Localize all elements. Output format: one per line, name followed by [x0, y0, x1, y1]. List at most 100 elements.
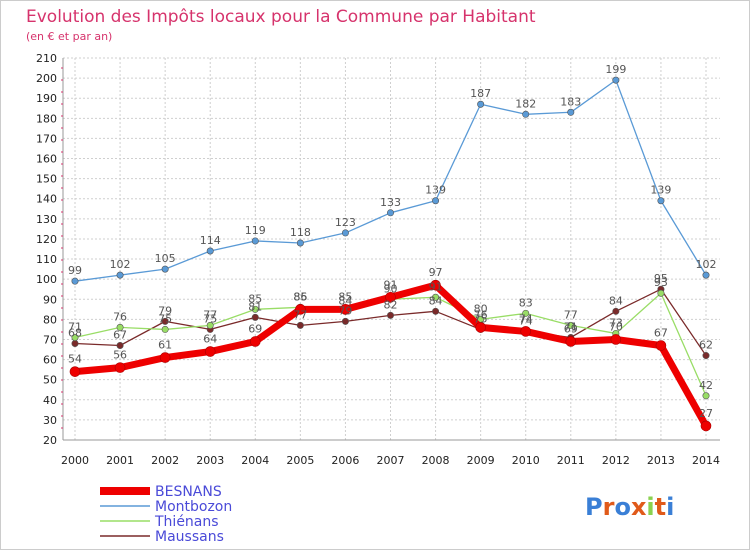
proxiti-logo: Proxiti — [585, 493, 674, 521]
data-point-maussans — [116, 342, 124, 350]
data-point-thi-nans — [116, 323, 124, 331]
data-point-thi-nans — [702, 392, 710, 400]
data-label-thi-nans: 93 — [654, 276, 668, 289]
data-label-maussans: 75 — [203, 312, 217, 325]
y-tick-label: 200 — [36, 72, 57, 85]
data-point-montbozon — [206, 247, 214, 255]
data-label-besnans: 27 — [699, 407, 713, 420]
logo-letter: i — [646, 493, 654, 521]
chart-subtitle: (en € et par an) — [26, 30, 112, 43]
data-point-besnans — [69, 366, 81, 377]
x-tick-label: 2000 — [61, 454, 89, 467]
data-label-maussans: 81 — [248, 300, 262, 313]
legend-label-maussans: Maussans — [155, 529, 224, 545]
data-point-montbozon — [702, 271, 710, 279]
logo-letter: x — [631, 493, 647, 521]
data-point-thi-nans — [161, 325, 169, 333]
data-point-besnans — [114, 362, 126, 373]
axis-layer: 20 30 40 50 60 70 80 90 100 110 120 130 140 150 160 170… — [36, 52, 720, 467]
x-tick-label: 2002 — [151, 454, 179, 467]
data-point-montbozon — [477, 100, 485, 108]
data-label-thi-nans: 84 — [338, 294, 352, 307]
x-tick-label: 2001 — [106, 454, 134, 467]
data-point-thi-nans — [251, 305, 259, 313]
data-label-thi-nans: 71 — [68, 320, 82, 333]
data-point-besnans — [204, 346, 216, 357]
data-point-besnans — [565, 336, 577, 347]
data-label-maussans: 71 — [564, 320, 578, 333]
data-point-besnans — [700, 420, 712, 432]
y-tick-label: 100 — [36, 273, 57, 286]
data-point-thi-nans — [206, 321, 214, 329]
y-tick-label: 50 — [43, 374, 57, 387]
y-tick-label: 70 — [43, 333, 57, 346]
data-label-thi-nans: 91 — [429, 280, 443, 293]
data-point-besnans — [340, 304, 351, 315]
data-label-montbozon: 133 — [380, 196, 401, 209]
y-tick-label: 110 — [36, 253, 57, 266]
chart-title: Evolution des Impôts locaux pour la Comm… — [26, 7, 536, 27]
y-tick-label: 90 — [43, 293, 57, 306]
data-label-thi-nans: 73 — [609, 316, 623, 329]
data-point-besnans — [655, 340, 667, 351]
data-label-besnans: 70 — [609, 320, 623, 333]
logo-letter: r — [603, 493, 615, 521]
data-point-montbozon — [71, 277, 79, 285]
data-label-montbozon: 183 — [560, 95, 581, 108]
logo-letter: t — [655, 493, 666, 521]
data-point-besnans — [385, 291, 396, 303]
data-point-montbozon — [386, 209, 394, 217]
data-label-montbozon: 102 — [696, 258, 717, 271]
data-label-besnans: 69 — [564, 322, 578, 335]
data-label-montbozon: 199 — [605, 63, 626, 76]
data-point-montbozon — [251, 237, 259, 245]
data-label-montbozon: 118 — [290, 226, 311, 239]
data-point-besnans — [475, 322, 486, 333]
data-point-montbozon — [116, 271, 124, 279]
data-point-besnans — [520, 326, 532, 337]
y-tick-label: 40 — [43, 394, 57, 407]
data-point-maussans — [71, 339, 79, 347]
data-label-maussans: 84 — [609, 294, 623, 307]
legend-label-montbozon: Montbozon — [155, 499, 232, 515]
x-tick-label: 2005 — [286, 454, 314, 467]
x-tick-label: 2006 — [331, 454, 359, 467]
data-label-maussans: 84 — [429, 294, 443, 307]
data-label-maussans: 68 — [68, 326, 82, 339]
data-label-besnans: 64 — [203, 333, 217, 346]
data-point-montbozon — [341, 229, 349, 237]
y-tick-label: 160 — [36, 153, 57, 166]
data-point-montbozon — [522, 110, 530, 118]
data-point-maussans — [251, 313, 259, 321]
data-label-montbozon: 182 — [515, 97, 536, 110]
data-label-maussans: 79 — [158, 304, 172, 317]
x-tick-label: 2004 — [241, 454, 269, 467]
data-label-besnans: 56 — [113, 349, 127, 362]
data-point-montbozon — [612, 76, 620, 84]
legend-label-thi-nans: Thiénans — [154, 514, 219, 530]
data-label-besnans: 76 — [474, 308, 488, 321]
data-point-maussans — [432, 307, 440, 315]
logo-letter: P — [585, 493, 603, 521]
x-tick-label: 2012 — [602, 454, 630, 467]
data-point-montbozon — [296, 239, 304, 247]
logo-letter: i — [666, 493, 674, 521]
data-label-maussans: 79 — [338, 304, 352, 317]
data-label-montbozon: 139 — [425, 184, 446, 197]
data-point-thi-nans — [522, 309, 530, 317]
data-point-thi-nans — [71, 333, 79, 341]
data-point-maussans — [702, 352, 710, 360]
data-point-besnans — [295, 304, 306, 315]
x-tick-label: 2007 — [377, 454, 405, 467]
y-tick-label: 180 — [36, 112, 57, 125]
y-tick-label: 130 — [36, 213, 57, 226]
data-point-maussans — [296, 321, 304, 329]
y-tick-label: 30 — [43, 414, 57, 427]
data-label-besnans: 97 — [429, 266, 443, 279]
data-label-maussans: 67 — [113, 329, 127, 342]
data-label-thi-nans: 80 — [474, 302, 488, 315]
data-label-besnans: 74 — [519, 312, 533, 325]
